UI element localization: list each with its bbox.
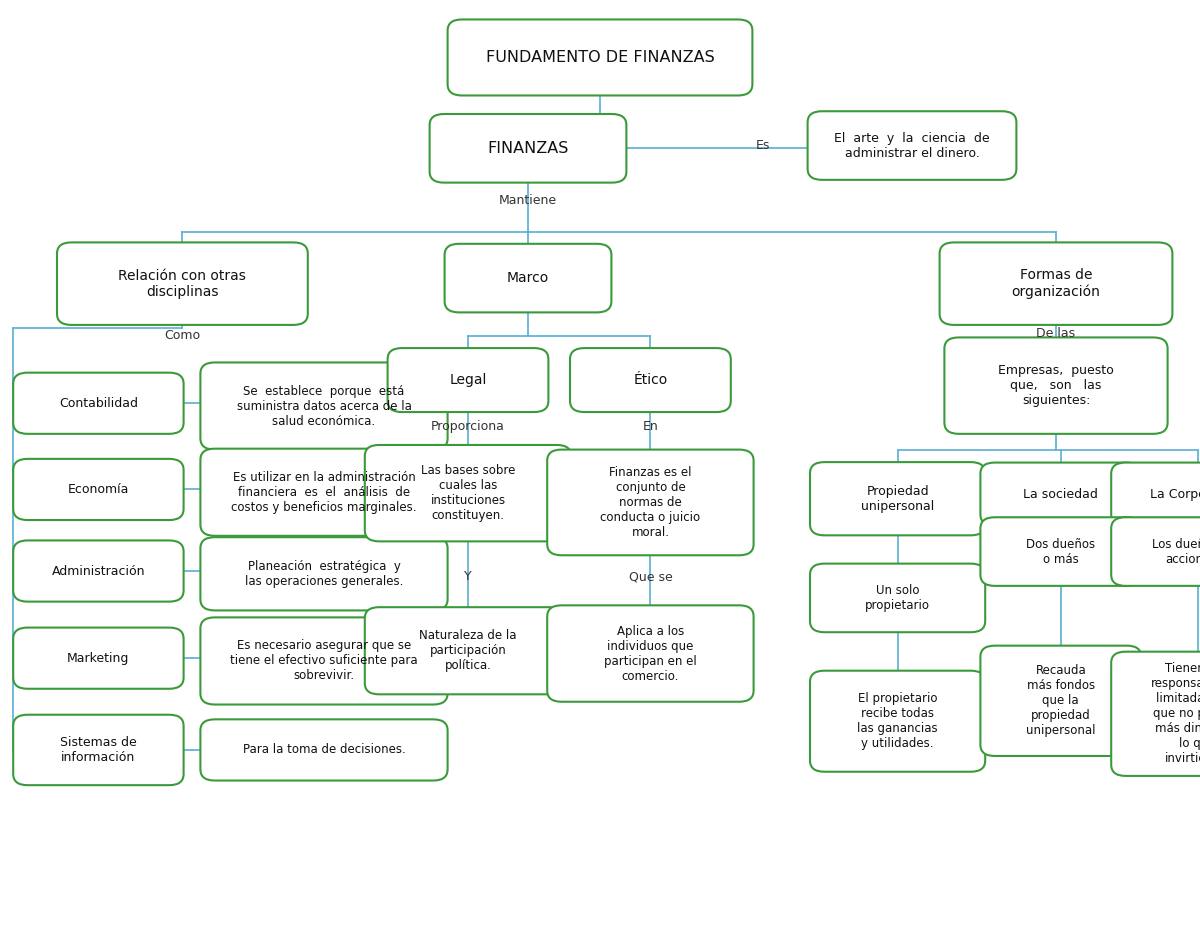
Text: Es utilizar en la administración
financiera  es  el  análisis  de
costos y benef: Es utilizar en la administración financi…: [232, 471, 416, 514]
FancyBboxPatch shape: [365, 445, 571, 541]
Text: Es: Es: [756, 139, 770, 152]
Text: Recauda
más fondos
que la
propiedad
unipersonal: Recauda más fondos que la propiedad unip…: [1026, 665, 1096, 737]
FancyBboxPatch shape: [200, 719, 448, 781]
Text: Dos dueños
o más: Dos dueños o más: [1026, 538, 1096, 565]
FancyBboxPatch shape: [13, 373, 184, 434]
FancyBboxPatch shape: [547, 450, 754, 555]
FancyBboxPatch shape: [570, 349, 731, 413]
Text: Planeación  estratégica  y
las operaciones generales.: Planeación estratégica y las operaciones…: [245, 560, 403, 588]
Text: El propietario
recibe todas
las ganancias
y utilidades.: El propietario recibe todas las ganancia…: [857, 692, 938, 750]
FancyBboxPatch shape: [1111, 463, 1200, 526]
Text: La sociedad: La sociedad: [1024, 488, 1098, 501]
FancyBboxPatch shape: [388, 349, 548, 413]
Text: En: En: [642, 420, 659, 433]
Text: Las bases sobre
cuales las
instituciones
constituyen.: Las bases sobre cuales las instituciones…: [421, 464, 515, 522]
FancyBboxPatch shape: [13, 628, 184, 689]
Text: Empresas,  puesto
que,   son   las
siguientes:: Empresas, puesto que, son las siguientes…: [998, 364, 1114, 407]
Text: Mantiene: Mantiene: [499, 194, 557, 207]
FancyBboxPatch shape: [810, 564, 985, 632]
Text: La Corporación: La Corporación: [1151, 488, 1200, 501]
FancyBboxPatch shape: [980, 646, 1141, 756]
Text: Naturaleza de la
participación
política.: Naturaleza de la participación política.: [419, 629, 517, 672]
FancyBboxPatch shape: [980, 463, 1141, 526]
Text: Que se: Que se: [629, 570, 672, 583]
Text: Formas de
organización: Formas de organización: [1012, 268, 1100, 299]
FancyBboxPatch shape: [940, 243, 1172, 325]
FancyBboxPatch shape: [547, 605, 754, 702]
Text: Aplica a los
individuos que
participan en el
comercio.: Aplica a los individuos que participan e…: [604, 625, 697, 682]
Text: Propiedad
unipersonal: Propiedad unipersonal: [860, 485, 935, 513]
FancyBboxPatch shape: [445, 244, 612, 312]
Text: Los dueños son
accionistas: Los dueños son accionistas: [1152, 538, 1200, 565]
Text: Marco: Marco: [506, 271, 550, 286]
FancyBboxPatch shape: [13, 540, 184, 602]
FancyBboxPatch shape: [58, 243, 307, 325]
Text: Se  establece  porque  está
suministra datos acerca de la
salud económica.: Se establece porque está suministra dato…: [236, 385, 412, 427]
Text: Contabilidad: Contabilidad: [59, 397, 138, 410]
FancyBboxPatch shape: [365, 607, 571, 694]
FancyBboxPatch shape: [430, 114, 626, 183]
FancyBboxPatch shape: [810, 463, 985, 536]
Text: Es necesario asegurar que se
tiene el efectivo suficiente para
sobrevivir.: Es necesario asegurar que se tiene el ef…: [230, 640, 418, 682]
Text: Legal: Legal: [449, 373, 487, 387]
FancyBboxPatch shape: [13, 459, 184, 520]
Text: Un solo
propietario: Un solo propietario: [865, 584, 930, 612]
Text: FINANZAS: FINANZAS: [487, 141, 569, 156]
FancyBboxPatch shape: [13, 715, 184, 785]
FancyBboxPatch shape: [200, 617, 448, 705]
Text: Marketing: Marketing: [67, 652, 130, 665]
Text: Y: Y: [464, 570, 472, 583]
FancyBboxPatch shape: [200, 449, 448, 536]
FancyBboxPatch shape: [808, 111, 1016, 180]
Text: Ético: Ético: [634, 373, 667, 387]
Text: Finanzas es el
conjunto de
normas de
conducta o juicio
moral.: Finanzas es el conjunto de normas de con…: [600, 466, 701, 539]
Text: El  arte  y  la  ciencia  de
administrar el dinero.: El arte y la ciencia de administrar el d…: [834, 132, 990, 159]
Text: Proporciona: Proporciona: [431, 420, 505, 433]
FancyBboxPatch shape: [944, 337, 1168, 434]
Text: Administración: Administración: [52, 565, 145, 578]
FancyBboxPatch shape: [810, 671, 985, 771]
Text: Economía: Economía: [67, 483, 130, 496]
FancyBboxPatch shape: [1111, 517, 1200, 586]
FancyBboxPatch shape: [980, 517, 1141, 586]
Text: FUNDAMENTO DE FINANZAS: FUNDAMENTO DE FINANZAS: [486, 50, 714, 65]
Text: Como: Como: [164, 329, 200, 342]
Text: Sistemas de
información: Sistemas de información: [60, 736, 137, 764]
FancyBboxPatch shape: [1111, 652, 1200, 776]
Text: Tienen una
responsabilidad
limitada o sea
que no pierden
más dinero de
lo que
in: Tienen una responsabilidad limitada o se…: [1151, 662, 1200, 766]
FancyBboxPatch shape: [448, 19, 752, 95]
Text: Relación con otras
disciplinas: Relación con otras disciplinas: [119, 269, 246, 298]
Text: De las: De las: [1037, 327, 1075, 340]
FancyBboxPatch shape: [200, 538, 448, 611]
Text: Para la toma de decisiones.: Para la toma de decisiones.: [242, 743, 406, 756]
FancyBboxPatch shape: [200, 362, 448, 450]
